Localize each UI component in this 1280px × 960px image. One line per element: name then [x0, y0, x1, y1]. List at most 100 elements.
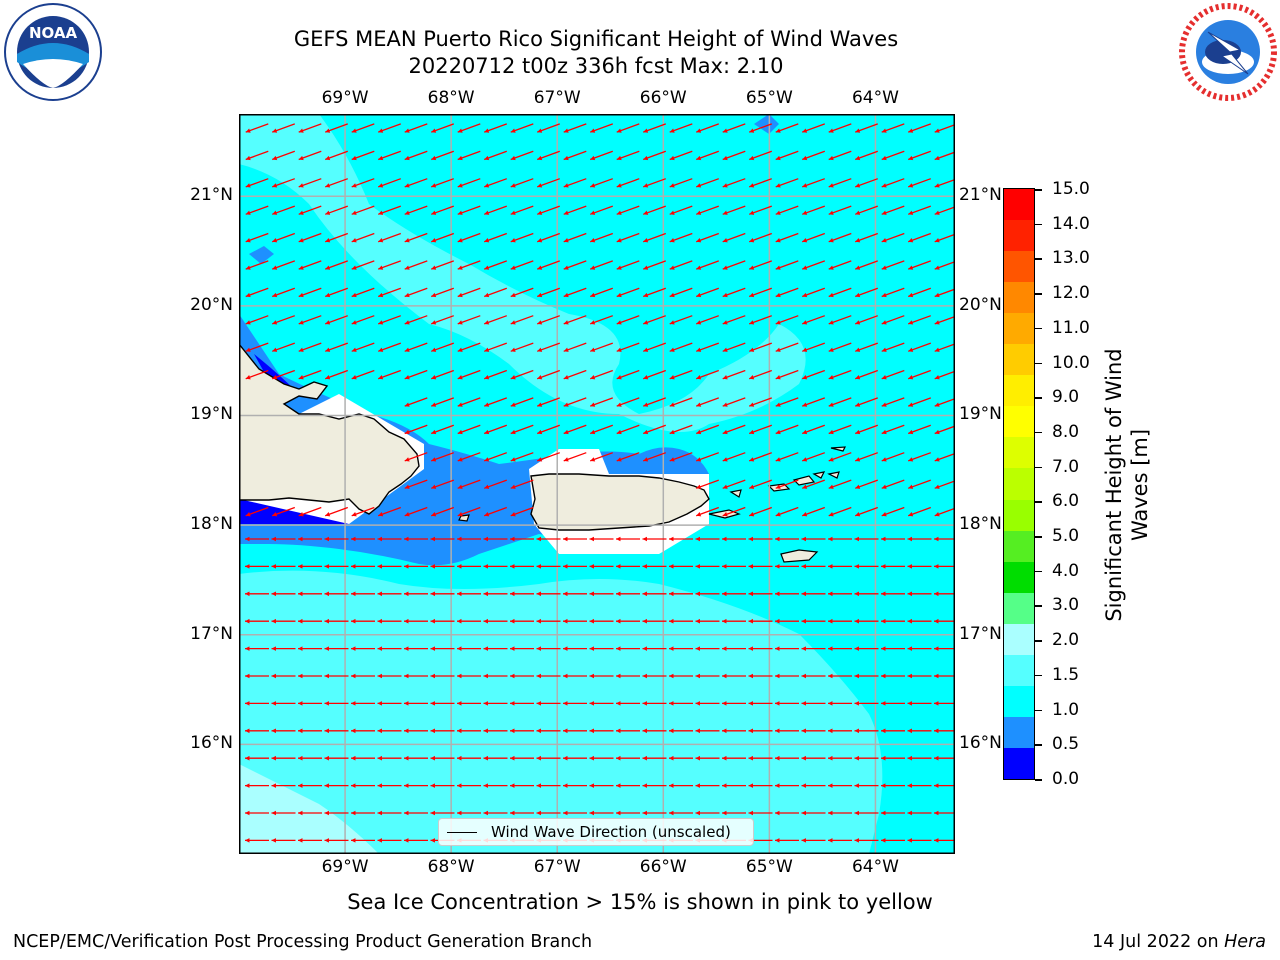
- wave-direction-arrow: [272, 205, 295, 215]
- wave-direction-arrow: [377, 646, 402, 651]
- colorbar-tick-label: 1.0: [1052, 699, 1080, 720]
- wave-direction-arrow: [642, 783, 667, 788]
- wave-direction-arrow: [749, 397, 772, 407]
- wave-direction-arrow: [908, 506, 931, 517]
- wave-direction-arrow: [695, 783, 720, 788]
- wave-direction-arrow: [907, 591, 932, 597]
- wave-direction-arrow: [669, 646, 693, 651]
- wave-direction-arrow: [271, 810, 296, 816]
- wave-direction-arrow: [351, 564, 375, 569]
- wave-direction-arrow: [696, 260, 719, 270]
- wave-direction-arrow: [483, 536, 508, 542]
- wave-direction-arrow: [854, 618, 879, 624]
- wave-direction-arrow: [271, 838, 296, 843]
- wave-direction-arrow: [351, 701, 375, 706]
- wave-direction-arrow: [643, 260, 666, 270]
- wave-direction-arrow: [510, 506, 534, 517]
- wave-direction-arrow: [616, 646, 640, 651]
- lon-label-bottom: 67°W: [533, 857, 581, 877]
- wave-direction-arrow: [908, 369, 931, 380]
- wave-direction-arrow: [484, 150, 507, 161]
- colorbar-tick: [1035, 431, 1042, 434]
- wave-direction-arrow: [457, 260, 481, 270]
- colorbar-tick: [1035, 258, 1042, 260]
- lat-label-left: 16°N: [190, 733, 233, 754]
- wave-direction-arrow: [616, 424, 640, 435]
- wave-direction-arrow: [616, 315, 640, 325]
- wave-direction-arrow: [484, 178, 507, 188]
- wave-direction-arrow: [589, 591, 614, 597]
- colorbar-segment: [1004, 623, 1034, 656]
- wave-direction-arrow: [536, 728, 561, 734]
- wave-direction-arrow: [854, 783, 879, 788]
- colorbar-tick-label: 1.5: [1052, 664, 1080, 685]
- wave-direction-arrow: [749, 178, 772, 188]
- wave-direction-arrow: [802, 150, 825, 161]
- wave-direction-arrow: [722, 123, 746, 133]
- wave-direction-arrow: [828, 205, 852, 215]
- wave-direction-arrow: [908, 260, 931, 270]
- land-st-croix: [780, 549, 819, 563]
- wave-direction-arrow: [563, 424, 587, 435]
- lat-label-right: 19°N: [959, 404, 1002, 425]
- colorbar-tick-label: 7.0: [1052, 456, 1080, 477]
- wave-direction-arrow: [324, 564, 349, 569]
- wave-direction-arrow: [802, 452, 825, 462]
- wave-direction-arrow: [404, 315, 428, 325]
- wave-direction-arrow: [431, 205, 454, 215]
- wave-direction-arrow: [855, 178, 878, 188]
- wave-direction-arrow: [828, 506, 852, 517]
- wave-direction-arrow: [351, 315, 375, 325]
- wave-direction-arrow: [616, 397, 640, 407]
- wave-direction-arrow: [377, 536, 402, 542]
- wave-direction-arrow: [828, 479, 852, 489]
- wave-direction-arrow: [642, 810, 667, 816]
- wave-direction-arrow: [828, 452, 852, 462]
- wave-direction-arrow: [802, 369, 825, 380]
- wave-direction-arrow: [378, 260, 401, 270]
- wave-direction-arrow: [749, 287, 772, 298]
- wave-direction-arrow: [377, 783, 402, 788]
- wave-direction-arrow: [855, 424, 878, 435]
- wave-direction-arrow: [245, 564, 269, 569]
- wave-direction-arrow: [775, 315, 799, 325]
- wave-direction-arrow: [484, 315, 507, 325]
- wave-direction-arrow: [351, 178, 375, 188]
- wave-direction-arrow: [616, 536, 640, 542]
- wave-direction-arrow: [272, 232, 295, 243]
- wave-direction-arrow: [245, 123, 269, 133]
- wave-direction-arrow: [378, 123, 401, 133]
- colorbar-tick-label: 9.0: [1052, 387, 1080, 408]
- wave-direction-arrow: [298, 810, 322, 816]
- wave-direction-arrow: [802, 342, 825, 352]
- wave-direction-arrow: [298, 287, 322, 298]
- colorbar-tick-label: 0.5: [1052, 734, 1080, 755]
- wave-direction-arrow: [537, 342, 560, 352]
- wave-direction-arrow: [669, 783, 693, 788]
- wave-direction-arrow: [537, 150, 560, 161]
- lat-label-left: 21°N: [190, 185, 233, 206]
- wave-direction-arrow: [271, 728, 296, 734]
- wave-direction-arrow: [775, 205, 799, 215]
- wave-direction-arrow: [377, 564, 402, 569]
- wave-direction-arrow: [722, 506, 746, 517]
- wave-direction-arrow: [828, 342, 852, 352]
- wave-direction-arrow: [298, 315, 322, 325]
- wave-direction-arrow: [404, 506, 428, 517]
- wave-direction-arrow: [272, 150, 295, 161]
- wave-direction-arrow: [854, 838, 879, 843]
- wave-direction-arrow: [881, 342, 905, 352]
- wave-direction-arrow: [908, 452, 931, 462]
- wave-direction-arrow: [802, 479, 825, 489]
- wave-direction-arrow: [245, 369, 269, 380]
- wave-direction-arrow: [748, 646, 773, 651]
- wave-direction-arrow: [855, 150, 878, 161]
- wave-direction-arrow: [828, 646, 852, 651]
- lon-label-top: 65°W: [745, 88, 793, 108]
- wave-direction-arrow: [881, 810, 905, 816]
- wave-direction-arrow: [483, 701, 508, 706]
- wave-direction-arrow: [430, 701, 455, 706]
- wave-direction-arrow: [484, 342, 507, 352]
- wave-direction-arrow: [616, 564, 640, 569]
- wave-direction-arrow: [616, 178, 640, 188]
